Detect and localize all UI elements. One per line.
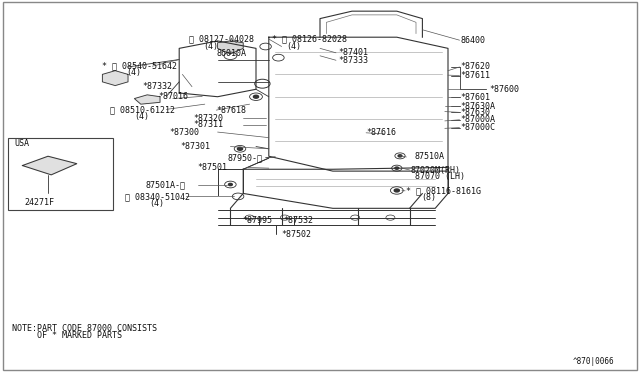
Text: 87070 (LH): 87070 (LH)	[415, 172, 465, 181]
Text: NOTE:PART CODE 87000 CONSISTS: NOTE:PART CODE 87000 CONSISTS	[12, 324, 157, 333]
Bar	[8, 138, 113, 210]
Text: (4): (4)	[287, 42, 301, 51]
Text: *87000A: *87000A	[461, 115, 496, 124]
Text: *87501: *87501	[197, 163, 227, 172]
Text: 87020M(RH): 87020M(RH)	[411, 166, 461, 174]
Circle shape	[398, 155, 402, 157]
Text: Ⓑ 08127-04028: Ⓑ 08127-04028	[189, 35, 254, 44]
Text: (4): (4)	[204, 42, 218, 51]
Text: * Ⓢ 08540-51642: * Ⓢ 08540-51642	[102, 62, 177, 71]
Text: 86010A: 86010A	[216, 49, 246, 58]
Polygon shape	[102, 71, 128, 86]
Text: (8): (8)	[421, 193, 436, 202]
Text: * Ⓑ 08116-8161G: * Ⓑ 08116-8161G	[406, 186, 481, 195]
Text: *87600: *87600	[490, 85, 520, 94]
Text: OF * MARKED PARTS: OF * MARKED PARTS	[12, 331, 122, 340]
Text: *87333: *87333	[338, 56, 368, 65]
Text: *87995: *87995	[242, 217, 272, 225]
Text: USA: USA	[14, 139, 29, 148]
Text: *87620: *87620	[461, 62, 491, 71]
Text: *87000C: *87000C	[461, 123, 496, 132]
Circle shape	[228, 183, 232, 186]
Text: *87630: *87630	[461, 108, 491, 117]
Text: *87332: *87332	[142, 82, 172, 91]
Text: *87532: *87532	[283, 217, 313, 225]
Text: *87601: *87601	[461, 93, 491, 102]
Polygon shape	[22, 156, 77, 175]
Polygon shape	[218, 41, 243, 54]
Text: ^870|0066: ^870|0066	[573, 357, 614, 366]
Text: Ⓢ 08510-61212: Ⓢ 08510-61212	[110, 105, 175, 114]
Circle shape	[237, 147, 243, 150]
Text: (4): (4)	[127, 68, 141, 77]
Polygon shape	[134, 95, 160, 104]
Circle shape	[394, 189, 399, 192]
Circle shape	[395, 167, 399, 169]
Text: Ⓢ 08340-51042: Ⓢ 08340-51042	[125, 192, 190, 201]
Text: *87016: *87016	[159, 92, 189, 101]
Text: *87300: *87300	[170, 128, 200, 137]
Text: 86400: 86400	[461, 36, 486, 45]
Text: *87502: *87502	[282, 230, 312, 239]
Text: 87950-①: 87950-①	[227, 153, 262, 162]
Text: * Ⓑ 08126-82028: * Ⓑ 08126-82028	[272, 35, 347, 44]
Text: *87301: *87301	[180, 142, 211, 151]
Text: *87320: *87320	[193, 114, 223, 123]
Text: *87618: *87618	[216, 106, 246, 115]
Text: 87510A: 87510A	[415, 153, 445, 161]
Text: (4): (4)	[134, 112, 149, 121]
Text: 87501A-①: 87501A-①	[146, 180, 186, 189]
Text: *87616: *87616	[366, 128, 396, 137]
Circle shape	[253, 95, 259, 98]
Text: (4): (4)	[149, 199, 164, 208]
Text: *87311: *87311	[193, 121, 223, 129]
Text: *87401: *87401	[338, 48, 368, 57]
Text: 24271F: 24271F	[24, 198, 54, 207]
Text: *87611: *87611	[461, 71, 491, 80]
Text: *87630A: *87630A	[461, 102, 496, 110]
